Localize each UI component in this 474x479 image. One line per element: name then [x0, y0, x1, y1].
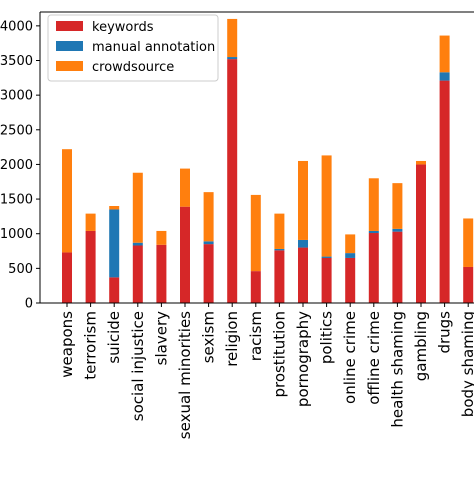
bar-crowdsource-health-shaming: [392, 183, 403, 229]
x-tick-label: pornography: [294, 311, 312, 407]
x-tick-label: weapons: [58, 311, 76, 378]
bar-keywords-gambling: [416, 164, 426, 303]
y-tick-label: 0: [25, 297, 33, 312]
bar-keywords-religion: [227, 59, 238, 303]
bar-keywords-racism: [250, 271, 261, 303]
x-tick-label: slavery: [152, 311, 170, 365]
y-tick-label: 2500: [0, 123, 33, 138]
x-tick-label: politics: [318, 311, 336, 364]
x-tick-label: sexual minorities: [176, 311, 194, 439]
bars-group: [62, 18, 474, 303]
bar-crowdsource-offline-crime: [368, 178, 379, 231]
bar-crowdsource-prostitution: [274, 213, 285, 249]
x-tick-label: religion: [223, 311, 241, 367]
x-tick-label: prostitution: [270, 311, 288, 398]
bar-manual-annotation-suicide: [109, 209, 120, 278]
x-tick-label: sexism: [200, 311, 218, 363]
bar-crowdsource-pornography: [298, 160, 308, 240]
bar-crowdsource-social-injustice: [132, 172, 143, 243]
bar-manual-annotation-health-shaming: [392, 228, 403, 232]
legend-label: keywords: [92, 20, 154, 35]
bar-keywords-sexism: [203, 244, 214, 303]
bar-crowdsource-drugs: [439, 35, 450, 73]
bar-crowdsource-online-crime: [345, 234, 356, 254]
legend-swatch: [56, 21, 83, 31]
y-tick-label: 2000: [0, 158, 33, 173]
bar-manual-annotation-offline-crime: [368, 230, 379, 234]
x-tick-label: terrorism: [82, 311, 100, 380]
bar-crowdsource-sexual-minorities: [180, 168, 190, 207]
x-tick-label: body shaming: [459, 311, 474, 417]
bar-keywords-social-injustice: [132, 245, 143, 303]
x-tick-label: suicide: [105, 311, 123, 364]
bar-keywords-prostitution: [274, 250, 285, 303]
bar-crowdsource-religion: [227, 18, 238, 58]
bar-crowdsource-suicide: [109, 206, 120, 210]
bar-manual-annotation-online-crime: [345, 253, 356, 258]
legend-swatch: [56, 61, 83, 71]
y-tick-label: 3500: [0, 54, 33, 69]
bar-keywords-sexual-minorities: [180, 206, 190, 303]
legend-frame: [47, 14, 219, 82]
bar-manual-annotation-pornography: [298, 239, 308, 248]
bar-keywords-offline-crime: [368, 233, 379, 303]
x-tick-label: racism: [247, 311, 265, 361]
bar-manual-annotation-sexism: [203, 241, 214, 245]
legend: keywords manual annotation crowdsource: [47, 14, 219, 82]
y-tick-label: 3000: [0, 89, 33, 104]
x-tick-label: online crime: [341, 311, 359, 404]
bar-crowdsource-politics: [321, 155, 332, 257]
bar-crowdsource-racism: [250, 194, 261, 272]
x-tick-label: drugs: [436, 311, 454, 354]
bar-keywords-politics: [321, 257, 332, 303]
y-axis: 0 500 1000 1500 2000 2500 3000 3500 4000: [0, 11, 474, 312]
bar-crowdsource-weapons: [62, 149, 72, 253]
bar-keywords-slavery: [156, 244, 167, 303]
y-tick-label: 500: [8, 262, 33, 277]
bar-keywords-online-crime: [345, 257, 356, 303]
bar-keywords-drugs: [439, 80, 450, 303]
bar-crowdsource-gambling: [416, 160, 426, 165]
legend-swatch: [56, 41, 83, 51]
y-tick-label: 1000: [0, 227, 33, 242]
x-tick-label: offline crime: [365, 311, 383, 405]
y-tick-label: 4000: [0, 19, 33, 34]
bar-manual-annotation-social-injustice: [132, 242, 143, 246]
legend-label: crowdsource: [92, 60, 174, 75]
bar-keywords-weapons: [62, 252, 72, 303]
bar-manual-annotation-religion: [227, 57, 238, 60]
bar-crowdsource-terrorism: [85, 213, 96, 231]
bar-crowdsource-slavery: [156, 230, 167, 245]
bar-manual-annotation-prostitution: [274, 248, 285, 251]
bar-keywords-suicide: [109, 277, 120, 303]
x-tick-label: health shaming: [388, 311, 406, 428]
bar-crowdsource-body-shaming: [463, 218, 474, 267]
legend-label: manual annotation: [92, 40, 215, 55]
bar-manual-annotation-politics: [321, 256, 332, 258]
bar-keywords-health-shaming: [392, 231, 403, 303]
bar-keywords-body-shaming: [463, 266, 474, 303]
bar-crowdsource-sexism: [203, 192, 214, 242]
x-axis: weapons terrorism suicide social injustice s…: [40, 302, 474, 439]
y-tick-label: 1500: [0, 193, 33, 208]
bar-keywords-terrorism: [85, 230, 96, 303]
x-tick-label: gambling: [412, 311, 430, 381]
bar-keywords-pornography: [298, 247, 308, 303]
x-tick-label: social injustice: [129, 311, 147, 421]
bar-manual-annotation-drugs: [439, 72, 450, 81]
